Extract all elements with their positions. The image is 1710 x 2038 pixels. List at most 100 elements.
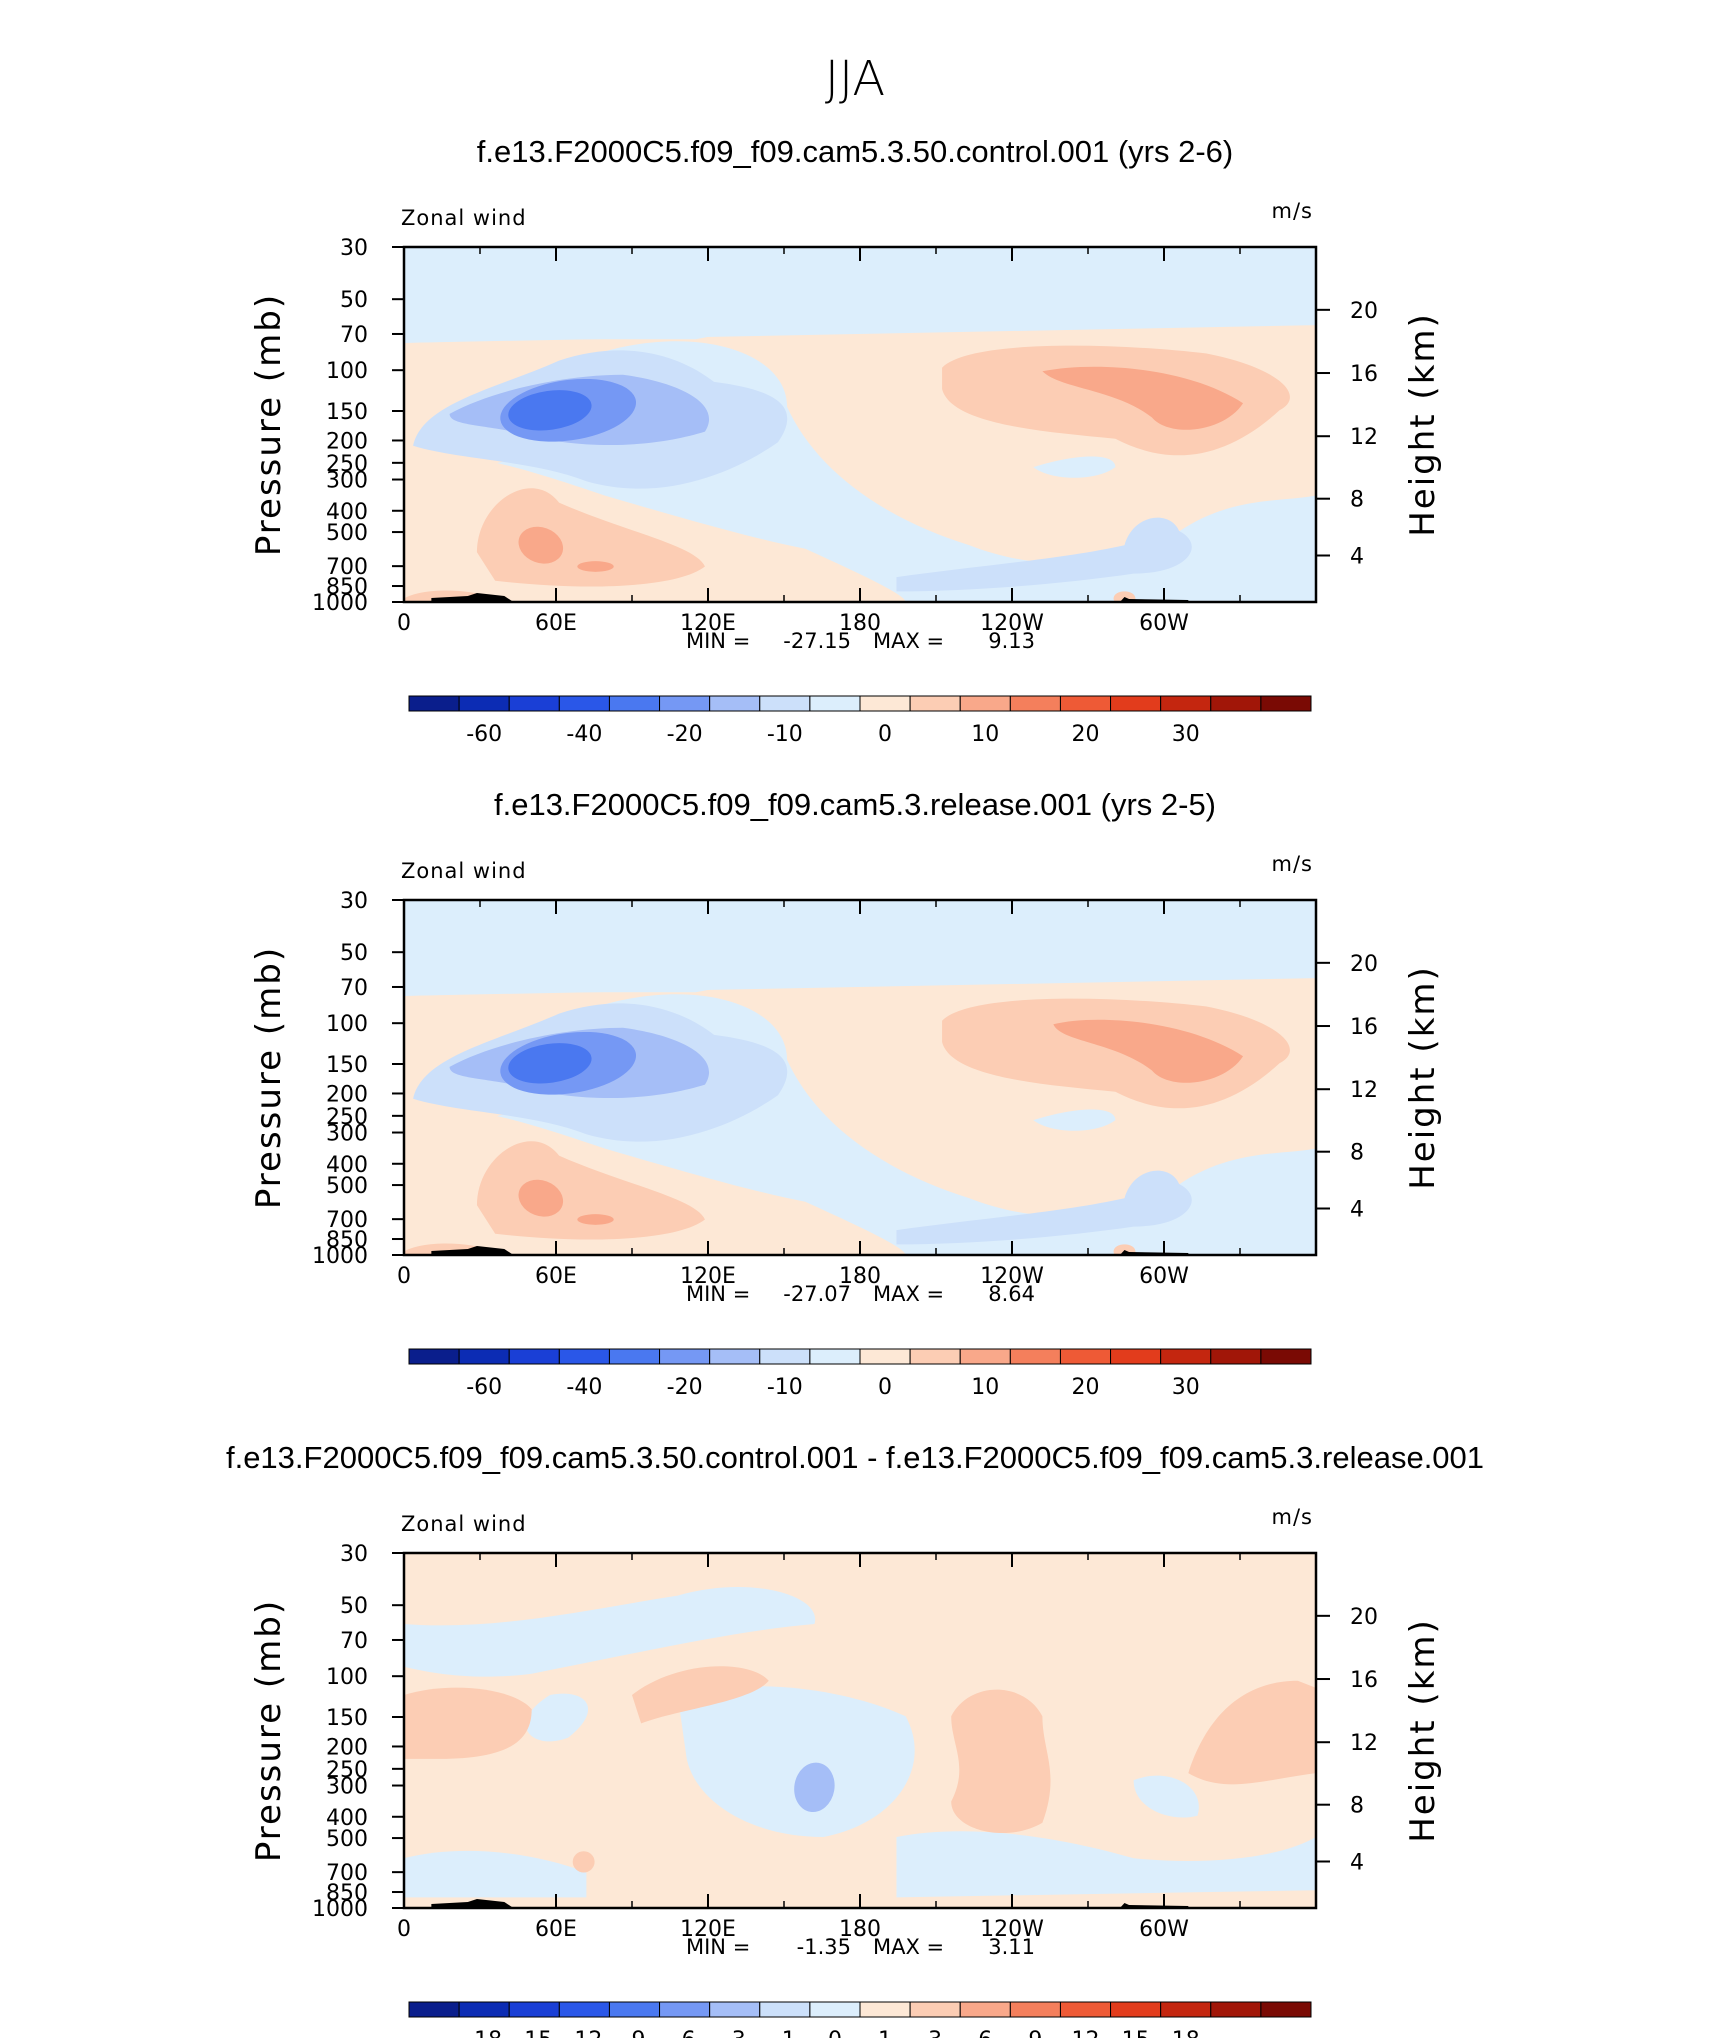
y-tick-label: 300: [326, 469, 368, 494]
colorbar-swatch: [458, 2001, 510, 2018]
colorbar-label: -10: [767, 722, 803, 747]
colorbar-swatch: [809, 695, 861, 712]
y2-tick-label: 12: [1350, 1731, 1378, 1756]
max-value: 3.11: [988, 1935, 1035, 1959]
colorbar-label: -9: [624, 2028, 646, 2038]
colorbar-label: -15: [516, 2028, 552, 2038]
units-label: m/s: [1272, 199, 1313, 223]
min-label: MIN =: [686, 1935, 750, 1959]
y2-tick-label: 4: [1350, 1197, 1364, 1222]
y-tick-label: 250: [326, 452, 368, 477]
y-tick-label: 200: [326, 1082, 368, 1107]
min-label: MIN =: [686, 629, 750, 653]
max-value: 8.64: [988, 1282, 1035, 1306]
colorbar-swatch: [1110, 2001, 1162, 2018]
colorbar-swatch: [508, 695, 560, 712]
y2-tick-label: 8: [1350, 488, 1364, 513]
y-tick-label: 300: [326, 1775, 368, 1800]
colorbar-swatch: [809, 1348, 861, 1365]
y-tick-label: 100: [326, 359, 368, 384]
colorbar-swatch: [608, 2001, 661, 2018]
contour-level: [1033, 456, 1116, 478]
y2-tick-label: 20: [1350, 1605, 1378, 1630]
colorbar-swatch: [1260, 695, 1312, 712]
contour-level: [404, 1687, 532, 1759]
colorbar-swatch: [909, 1348, 961, 1365]
colorbar-swatch: [558, 2001, 610, 2018]
y-tick-label: 400: [326, 1806, 368, 1831]
colorbar-swatch: [1059, 1348, 1112, 1365]
contour-level: [951, 1689, 1051, 1834]
colorbar-label: 15: [1122, 2028, 1150, 2038]
colorbar-label: 0: [878, 1375, 892, 1400]
y-tick-label: 850: [326, 575, 368, 600]
min-value: -1.35: [797, 1935, 851, 1959]
max-label: MAX =: [873, 629, 944, 653]
x-tick-label: 180: [839, 1917, 881, 1942]
contour-level: [1042, 366, 1244, 430]
colorbar-label: 9: [1028, 2028, 1042, 2038]
colorbar-swatch: [709, 1348, 761, 1365]
contour-level: [1188, 1680, 1316, 1785]
y-tick-label: 100: [326, 1665, 368, 1690]
y2-tick-label: 4: [1350, 1850, 1364, 1875]
colorbar-swatch: [458, 695, 510, 712]
max-label: MAX =: [873, 1935, 944, 1959]
y-tick-label: 1000: [312, 591, 368, 616]
colorbar-swatch: [1009, 2001, 1061, 2018]
colorbar-swatch: [859, 2001, 911, 2018]
contour-level: [1053, 1019, 1244, 1083]
variable-label: Zonal wind: [401, 206, 527, 230]
contour-level: [896, 1831, 1316, 1898]
y-tick-label: 30: [340, 889, 368, 914]
colorbar-swatch: [1160, 1348, 1212, 1365]
colorbar-label: 1: [878, 2028, 892, 2038]
colorbar-swatch: [759, 1348, 811, 1365]
colorbar-label: 30: [1172, 722, 1200, 747]
colorbar-label: -12: [566, 2028, 602, 2038]
colorbar-swatch: [1110, 1348, 1162, 1365]
y-axis-label: Pressure (mb): [249, 946, 289, 1209]
x-tick-label: 0: [397, 1917, 411, 1942]
panel-2: f.e13.F2000C5.f09_f09.cam5.3.release.001…: [249, 787, 1443, 1400]
y2-tick-label: 4: [1350, 544, 1364, 569]
colorbar-swatch: [909, 695, 961, 712]
contour-level: [632, 1666, 769, 1724]
y-tick-label: 500: [326, 521, 368, 546]
colorbar-label: 10: [971, 1375, 999, 1400]
colorbar-swatch: [1059, 2001, 1112, 2018]
colorbar-label: 20: [1072, 722, 1100, 747]
colorbar-label: 10: [971, 722, 999, 747]
y2-tick-label: 12: [1350, 1078, 1378, 1103]
colorbar-swatch: [659, 2001, 711, 2018]
panel-title: f.e13.F2000C5.f09_f09.cam5.3.50.control.…: [226, 1440, 1484, 1475]
contour-level: [404, 1586, 816, 1677]
colorbar-swatch: [1009, 1348, 1061, 1365]
colorbar-swatch: [408, 695, 460, 712]
contour-level: [404, 1850, 587, 1898]
units-label: m/s: [1272, 1505, 1313, 1529]
contour-level: [1133, 1775, 1199, 1818]
colorbar-label: -60: [466, 1375, 502, 1400]
y-tick-label: 700: [326, 555, 368, 580]
colorbar-swatch: [1009, 695, 1061, 712]
colorbar-label: -1: [774, 2028, 796, 2038]
colorbar-swatch: [909, 2001, 961, 2018]
colorbar-label: 0: [828, 2028, 842, 2038]
x-tick-label: 60W: [1139, 611, 1189, 636]
colorbar-swatch: [759, 2001, 811, 2018]
x-tick-label: 120W: [980, 1264, 1044, 1289]
colorbar-swatch: [709, 695, 761, 712]
contour-level: [518, 1179, 564, 1217]
contour-level: [508, 1043, 592, 1084]
colorbar-label: 6: [978, 2028, 992, 2038]
contour-field: [404, 900, 1316, 1255]
max-label: MAX =: [873, 1282, 944, 1306]
colorbar-swatch: [608, 695, 661, 712]
x-tick-label: 180: [839, 611, 881, 636]
contour-level: [508, 390, 592, 431]
y-tick-label: 50: [340, 1594, 368, 1619]
contour-level: [526, 1693, 589, 1742]
y-axis-label: Pressure (mb): [249, 293, 289, 556]
